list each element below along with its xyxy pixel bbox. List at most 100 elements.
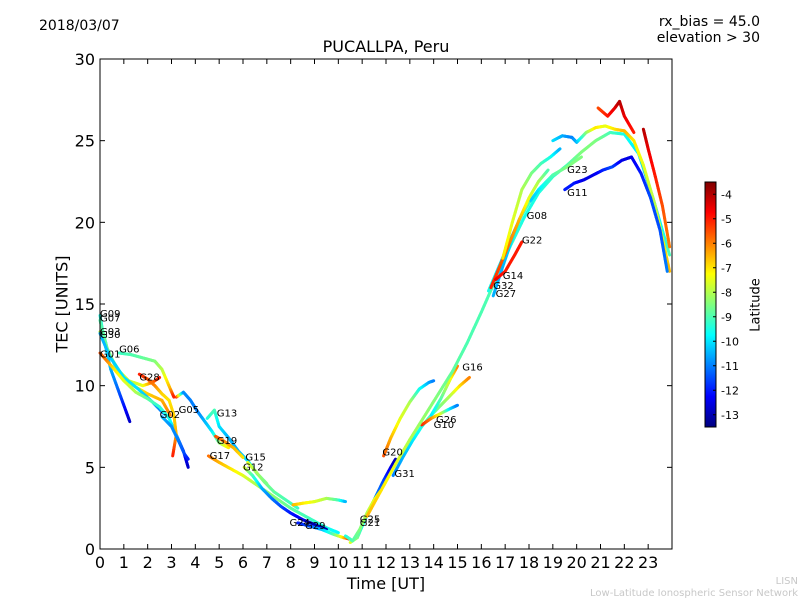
x-tick-label: 18 (519, 553, 539, 572)
prn-label: G26 (436, 415, 456, 426)
x-tick-label: 4 (190, 553, 200, 572)
prn-label: G16 (462, 363, 482, 374)
prn-label: G14 (503, 271, 523, 282)
series-segment (519, 240, 524, 245)
x-tick-label: 22 (614, 553, 634, 572)
series-G04 (596, 99, 636, 134)
prn-label: G29 (305, 521, 325, 532)
series-G26 (429, 364, 459, 417)
series-G11 (563, 155, 669, 273)
x-tick-label: 13 (400, 553, 420, 572)
prn-label: G08 (527, 211, 547, 222)
x-tick-label: 7 (262, 553, 272, 572)
prn-label: G21 (360, 518, 380, 529)
x-tick-label: 19 (543, 553, 563, 572)
x-tick-label: 3 (166, 553, 176, 572)
series-G06 (117, 351, 176, 399)
prn-label: G19 (217, 436, 237, 447)
x-tick-label: 23 (638, 553, 658, 572)
series-segment (666, 263, 672, 273)
prn-label: G30 (100, 330, 120, 341)
y-tick-label: 10 (75, 377, 95, 396)
colorbar-tick-label: -13 (721, 409, 739, 422)
x-tick-label: 12 (376, 553, 396, 572)
colorbar-tick-label: -12 (721, 384, 739, 397)
series-G02 (160, 415, 190, 461)
prn-label: G05 (179, 405, 199, 416)
series-segment (240, 455, 245, 460)
y-tick-label: 25 (75, 132, 95, 151)
x-tick-label: 20 (566, 553, 586, 572)
x-tick-label: 9 (309, 553, 319, 572)
colorbar-tick-label: -7 (721, 262, 732, 275)
x-tick-label: 2 (143, 553, 153, 572)
x-tick-label: 0 (95, 553, 105, 572)
x-tick-label: 10 (328, 553, 348, 572)
y-tick-label: 30 (75, 50, 95, 69)
prn-label: G22 (522, 235, 542, 246)
colorbar-ticks: -4 -5 -6 -7 -8 -9 -10 -11 -12 -13 (713, 188, 739, 422)
series-G05 (174, 390, 231, 450)
x-tick-label: 16 (471, 553, 491, 572)
series-G17 (206, 454, 340, 535)
prn-label: G01 (100, 350, 120, 361)
series-segment (667, 241, 672, 249)
series-segment (167, 412, 172, 417)
x-tick-label: 17 (495, 553, 515, 572)
x-axis-label: Time [UT] (346, 574, 426, 593)
prn-label: G12 (243, 462, 263, 473)
series-G10 (420, 403, 459, 427)
prn-label: G24 (289, 518, 309, 529)
y-tick-label: 0 (85, 540, 95, 559)
colorbar-tick-label: -10 (721, 335, 739, 348)
x-tick-label: 6 (238, 553, 248, 572)
elevation-label: elevation > 30 (656, 30, 760, 46)
colorbar-tick-label: -5 (721, 213, 732, 226)
x-tick-label: 5 (214, 553, 224, 572)
series-segment (578, 155, 583, 160)
prn-label: G07 (100, 314, 120, 325)
prn-label: G15 (245, 453, 265, 464)
x-tick-label: 1 (119, 553, 129, 572)
series-G16 (365, 131, 672, 518)
prn-label: G20 (382, 448, 402, 459)
series-G08 (501, 147, 562, 260)
series-G24 (291, 496, 347, 507)
prn-label: G28 (139, 373, 159, 384)
x-tick-label: 8 (286, 553, 296, 572)
credit-long: Low-Latitude Ionospheric Sensor Network (590, 588, 798, 599)
series-G20 (382, 379, 436, 458)
y-tick-label: 15 (75, 295, 95, 314)
prn-label: G10 (434, 420, 454, 431)
x-tick-label: 11 (352, 553, 372, 572)
series-G19 (214, 434, 245, 460)
series-segment (455, 364, 459, 369)
series-segment (631, 129, 636, 134)
colorbar-tick-label: -8 (721, 286, 732, 299)
date-label: 2018/03/07 (39, 18, 120, 34)
prn-label: G13 (217, 408, 237, 419)
x-tick-label: 21 (590, 553, 610, 572)
series-G28 (137, 372, 178, 458)
y-tick-label: 5 (85, 458, 95, 477)
series-G18 (641, 127, 672, 249)
chart-title: PUCALLPA, Peru (322, 37, 450, 56)
prn-label: G25 (360, 515, 380, 526)
x-tick-label: 15 (447, 553, 467, 572)
series-segment (557, 147, 562, 152)
rx-bias-label: rx_bias = 45.0 (658, 14, 760, 30)
axes-layer: 0 1 2 3 4 5 6 7 8 9 10 11 12 13 14 15 16 17 18 19 20 21 22 2305… (75, 50, 672, 572)
prn-label: G11 (567, 188, 587, 199)
prn-label: G31 (394, 469, 414, 480)
series-segment (466, 376, 471, 380)
y-tick-label: 20 (75, 213, 95, 232)
prn-label: G03 (100, 327, 120, 338)
prn-label: G02 (160, 410, 180, 421)
prn-label: G32 (493, 281, 513, 292)
prn-label: G17 (210, 451, 230, 462)
colorbar-tick-label: -9 (721, 311, 732, 324)
series-layer (98, 99, 672, 544)
series-segment (666, 247, 672, 257)
prn-label: G09 (100, 309, 120, 320)
